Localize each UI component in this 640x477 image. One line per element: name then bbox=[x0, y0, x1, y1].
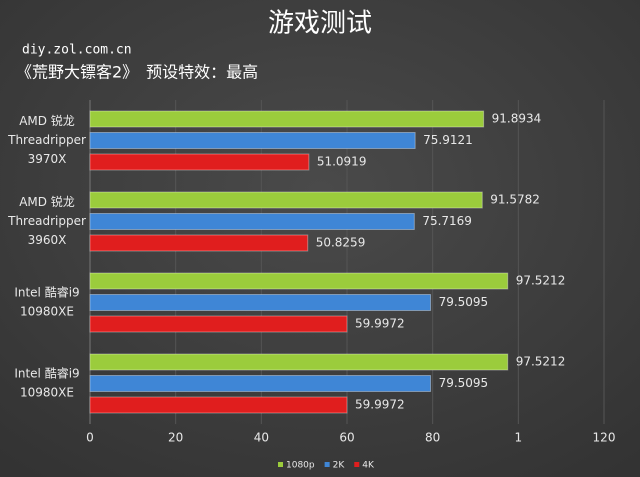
y-tick-label: 3970X bbox=[28, 152, 67, 166]
value-label: 75.9121 bbox=[423, 133, 473, 147]
value-label: 79.5095 bbox=[439, 295, 489, 309]
bar bbox=[89, 272, 509, 290]
x-tick-label: 40 bbox=[254, 431, 269, 445]
legend-label: 1080p bbox=[286, 461, 315, 471]
x-tick-label: 1 bbox=[515, 431, 523, 445]
watermark: diy.zol.com.cn bbox=[22, 43, 132, 58]
subtitle: 《荒野大镖客2》 预设特效：最高 bbox=[16, 63, 258, 82]
bar bbox=[89, 315, 348, 333]
bar bbox=[89, 153, 310, 171]
chart-title: 游戏测试 bbox=[268, 9, 372, 39]
y-tick-label: 10980XE bbox=[20, 305, 74, 319]
bar bbox=[89, 353, 509, 371]
legend-swatch bbox=[324, 462, 330, 467]
bar bbox=[89, 294, 432, 311]
legend-swatch bbox=[278, 462, 283, 467]
value-label: 97.5212 bbox=[516, 355, 566, 369]
legend-label: 4K bbox=[362, 461, 375, 471]
x-tick-label: 60 bbox=[339, 431, 354, 445]
y-tick-label: 3960X bbox=[28, 233, 67, 247]
bar bbox=[89, 234, 309, 252]
x-tick-label: 80 bbox=[425, 431, 440, 445]
bar bbox=[89, 396, 348, 414]
x-tick-label: 120 bbox=[593, 431, 616, 445]
bar bbox=[89, 375, 432, 392]
bar bbox=[89, 191, 483, 209]
y-tick-label: Intel 酷睿i9 bbox=[14, 285, 79, 300]
value-label: 59.9972 bbox=[355, 398, 405, 412]
x-tick-label: 20 bbox=[168, 431, 183, 445]
value-label: 91.8934 bbox=[492, 112, 542, 126]
legend-swatch bbox=[354, 462, 360, 467]
value-label: 59.9972 bbox=[355, 317, 405, 331]
value-label: 79.5095 bbox=[439, 376, 489, 390]
value-label: 91.5782 bbox=[490, 193, 540, 207]
y-tick-label: 10980XE bbox=[20, 386, 74, 400]
x-tick-label: 0 bbox=[86, 431, 94, 445]
y-tick-label: Intel 酷睿i9 bbox=[14, 366, 79, 381]
bar bbox=[89, 213, 415, 230]
bar bbox=[89, 132, 416, 149]
y-tick-label: Threadripper bbox=[7, 133, 86, 147]
y-tick-label: AMD 锐龙 bbox=[19, 114, 75, 128]
value-label: 75.7169 bbox=[422, 214, 472, 228]
legend-label: 2K bbox=[333, 461, 346, 471]
y-tick-label: Threadripper bbox=[7, 214, 86, 228]
bar bbox=[89, 110, 485, 128]
y-tick-label: AMD 锐龙 bbox=[19, 195, 75, 209]
value-label: 51.0919 bbox=[317, 155, 367, 169]
value-label: 97.5212 bbox=[516, 274, 566, 288]
value-label: 50.8259 bbox=[316, 236, 366, 250]
